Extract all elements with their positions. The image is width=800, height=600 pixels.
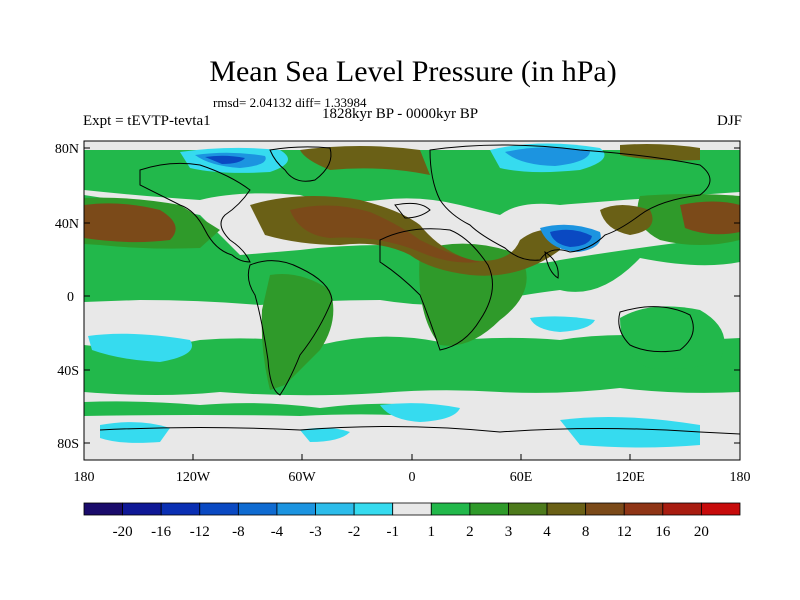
colorbar-label: 2 xyxy=(466,524,474,540)
lon-label-120w: 120W xyxy=(176,470,211,485)
colorbar-swatch xyxy=(122,502,162,516)
colorbar-swatch xyxy=(508,502,548,516)
colorbar-swatch xyxy=(199,502,239,516)
lon-label-60e: 60E xyxy=(510,470,533,485)
season-label: DJF xyxy=(716,113,742,129)
coastlines xyxy=(99,144,740,435)
time-period-label: 1828kyr BP - 0000kyr BP xyxy=(322,106,479,122)
colorbar-swatch xyxy=(585,502,625,516)
colorbar-swatch xyxy=(469,502,509,516)
colorbar-label: -3 xyxy=(309,524,322,540)
colorbar-label: 1 xyxy=(428,524,436,540)
lat-label-40s: 40S xyxy=(57,364,79,379)
lon-label-120e: 120E xyxy=(615,470,645,485)
lon-label-180e: 180 xyxy=(730,470,751,485)
colorbar-swatch xyxy=(160,502,201,516)
colorbar-swatch xyxy=(237,502,278,516)
lat-label-80n: 80N xyxy=(55,142,79,157)
colorbar: -20 -16 -12 -8 -4 -3 -2 -1 1 2 3 4 8 12 16 20 xyxy=(83,502,741,540)
lat-label-0: 0 xyxy=(67,290,74,305)
colorbar-label: 16 xyxy=(655,524,671,540)
colorbar-swatch xyxy=(623,502,664,516)
colorbar-label: -12 xyxy=(190,524,210,540)
colorbar-label: -2 xyxy=(348,524,361,540)
experiment-label: Expt = tEVTP-tevta1 xyxy=(83,113,211,129)
colorbar-swatch xyxy=(430,502,471,516)
colorbar-swatch xyxy=(83,502,123,516)
colorbar-label: -1 xyxy=(386,524,399,540)
colorbar-swatch xyxy=(701,502,741,516)
colorbar-label: 3 xyxy=(505,524,513,540)
axis-ticks xyxy=(84,147,740,460)
colorbar-swatch xyxy=(315,502,355,516)
colorbar-label: 8 xyxy=(582,524,590,540)
colorbar-swatch xyxy=(662,502,702,516)
colorbar-swatch xyxy=(392,502,432,516)
rmsd-diff-stats: rmsd= 2.04132 diff= 1.33984 xyxy=(213,95,367,110)
lon-label-180w: 180 xyxy=(74,470,95,485)
pressure-anomaly-field xyxy=(84,141,740,460)
colorbar-label: 12 xyxy=(617,524,632,540)
colorbar-swatch xyxy=(546,502,587,516)
lat-label-80s: 80S xyxy=(57,437,79,452)
colorbar-label: 4 xyxy=(543,524,551,540)
colorbar-label: -8 xyxy=(232,524,245,540)
plot-title: Mean Sea Level Pressure (in hPa) xyxy=(209,55,617,88)
colorbar-label: -16 xyxy=(151,524,171,540)
colorbar-label: -4 xyxy=(271,524,284,540)
colorbar-swatch xyxy=(276,502,316,516)
colorbar-label: 20 xyxy=(694,524,709,540)
lat-label-40n: 40N xyxy=(55,217,79,232)
lon-label-60w: 60W xyxy=(288,470,316,485)
colorbar-label: -20 xyxy=(113,524,133,540)
lon-label-0: 0 xyxy=(409,470,416,485)
colorbar-swatch xyxy=(353,502,394,516)
